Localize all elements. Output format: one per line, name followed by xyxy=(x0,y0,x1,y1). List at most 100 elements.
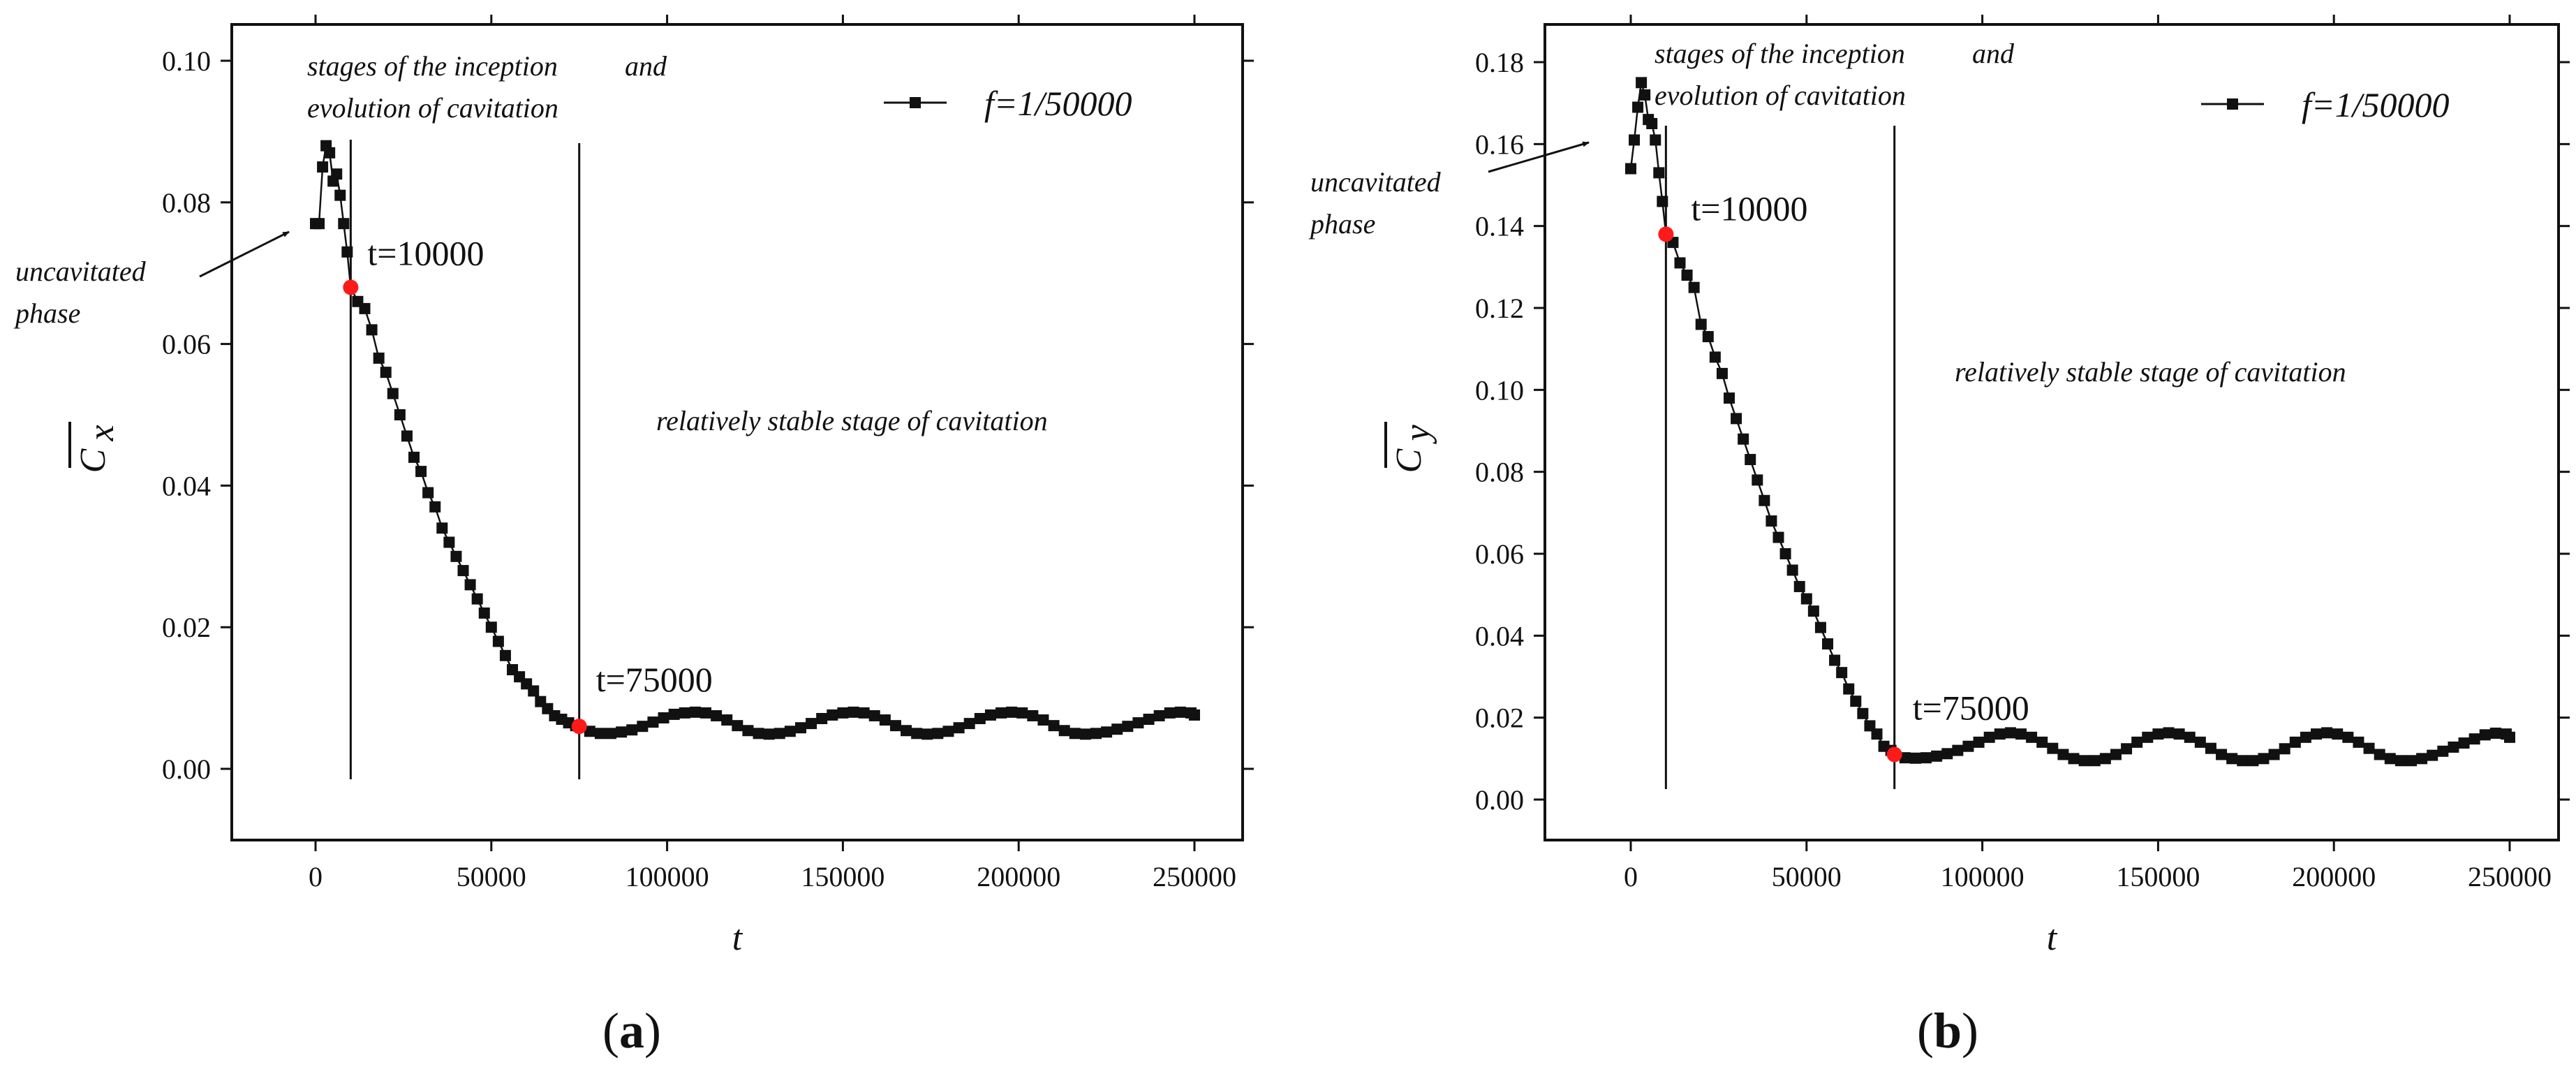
panel-a-data-point xyxy=(647,716,659,728)
panel-b-data-point xyxy=(2131,736,2143,748)
panel-a-data-point xyxy=(478,607,490,619)
panel-a-data-point xyxy=(464,579,476,591)
panel-b-data-point xyxy=(1636,77,1648,89)
panel-b-data-point xyxy=(2394,755,2406,767)
panel-b-legend: f=1/50000 xyxy=(2201,85,2450,124)
panel-a-data-point xyxy=(921,728,933,740)
panel-b-data-point xyxy=(2427,749,2438,761)
panel-a-data-point xyxy=(313,218,325,230)
panel-a-highlight-label: t=10000 xyxy=(367,233,484,272)
panel-a-data-point xyxy=(1006,706,1018,718)
panel-b-data-point xyxy=(2237,755,2249,767)
panel-a-data-point xyxy=(1132,717,1144,729)
panel-a-stage-lines xyxy=(349,140,581,779)
panel-a-stable-label: relatively stable stage of cavitation xyxy=(656,405,1048,436)
panel-b-y-symbol: C xyxy=(1389,448,1429,473)
panel-a-ytick-label: 0.04 xyxy=(162,470,211,501)
panel-b-data-point xyxy=(2247,755,2259,767)
panel-a-data-point xyxy=(637,721,649,733)
panel-a-data-point xyxy=(1027,709,1039,721)
panel-b-data-point xyxy=(2321,727,2333,739)
panel-b-data-point xyxy=(2405,755,2417,767)
panel-a-data-point xyxy=(711,709,723,721)
panel-b-uncav-line2: phase xyxy=(1308,208,1375,240)
panel-a-stages-line1: stages of the inception xyxy=(307,50,558,82)
panel-b-xtick-label: 100000 xyxy=(1941,861,2024,892)
panel-a-data-point xyxy=(1174,706,1186,718)
panel-b-data-point xyxy=(2258,753,2270,765)
panel-b-data-point xyxy=(1695,318,1707,330)
panel-b-data-point xyxy=(2332,728,2344,740)
panel-b-highlight-point xyxy=(1886,746,1902,763)
panel-a-data-point xyxy=(858,707,870,719)
panel-a-y-label: C x xyxy=(68,422,121,473)
panel-b-data-point xyxy=(1702,331,1714,343)
panel-b-y-subscript: y xyxy=(1398,425,1437,445)
panel-a-chart: 0.00 0.02 0.04 0.06 0.08 0.10 0 50000 100000 150… xyxy=(13,15,1254,1059)
panel-b-data-point xyxy=(1738,433,1749,445)
panel-a-data-point xyxy=(932,728,944,740)
panel-a-xtick-label: 50000 xyxy=(457,861,526,892)
panel-b-highlight-label: t=75000 xyxy=(1913,688,2029,727)
panel-a-data-point xyxy=(679,707,690,719)
panel-a-xtick-label: 150000 xyxy=(801,861,884,892)
panel-b-data-point xyxy=(2015,728,2027,740)
panel-b-data-point xyxy=(2448,741,2459,753)
panel-a-data-point xyxy=(359,302,371,314)
panel-b-uncav-line1: uncavitated xyxy=(1310,166,1442,198)
panel-a-data-point xyxy=(401,430,413,442)
panel-a-data-point xyxy=(721,714,733,726)
panel-a-data-point xyxy=(334,189,346,201)
panel-b-ytick-label: 0.02 xyxy=(1475,702,1524,734)
panel-b-data-point xyxy=(2268,749,2280,760)
panel-b-data-point xyxy=(2036,736,2048,748)
panel-b-data-point xyxy=(2279,743,2290,755)
panel-a-data-point xyxy=(1143,714,1155,726)
panel-b-data-point xyxy=(1850,696,1862,707)
panel-a-data-point xyxy=(879,714,891,726)
panel-b-data-point xyxy=(1709,351,1721,363)
panel-b-y-label: C y xyxy=(1384,422,1437,473)
panel-b-ytick-label: 0.16 xyxy=(1475,128,1524,160)
panel-b-data-point xyxy=(1629,134,1641,146)
panel-a-legend-marker xyxy=(910,97,921,108)
panel-a-ytick-label: 0.06 xyxy=(162,329,211,360)
panel-b-label: (b) xyxy=(1917,1003,1978,1059)
panel-b-data-point xyxy=(1793,580,1805,592)
panel-b-data-point xyxy=(2437,745,2449,757)
panel-a-data-point xyxy=(1090,728,1102,740)
panel-a-data-point xyxy=(373,352,385,364)
panel-a-data-point xyxy=(732,720,743,732)
panel-b-data-point xyxy=(2152,728,2164,740)
panel-a-data-point xyxy=(806,718,817,730)
panel-a-data-point xyxy=(658,712,669,723)
panel-b-data-point xyxy=(2353,736,2364,748)
panel-b-data-point xyxy=(1962,740,1974,752)
panel-b-data-point xyxy=(2216,749,2228,760)
panel-b-data-point xyxy=(1688,281,1700,293)
panel-b-chart: 0.00 0.02 0.04 0.06 0.08 0.10 0.12 0.14 0.16 0.18… xyxy=(1308,15,2570,1059)
panel-a-letter: a xyxy=(619,1003,644,1059)
panel-a-data-point xyxy=(974,713,986,725)
panel-b-data-point xyxy=(2099,753,2111,765)
panel-b-ytick-label: 0.18 xyxy=(1475,47,1524,78)
panel-a-highlights: t=10000 t=75000 xyxy=(343,233,713,735)
panel-a-y-symbol: C xyxy=(73,448,113,473)
panel-a-uncav-arrow xyxy=(199,230,290,278)
panel-b-xtick-label: 150000 xyxy=(2116,861,2200,892)
panel-b-data-point xyxy=(1807,605,1819,617)
panel-a-data-point xyxy=(1189,709,1200,721)
panel-b-frame xyxy=(1544,23,2560,841)
panel-b-letter: b xyxy=(1934,1003,1962,1059)
panel-a-data-point xyxy=(784,726,796,737)
panel-b-data-point xyxy=(1843,683,1855,695)
panel-b-data-point xyxy=(1952,744,1964,756)
panel-b-stages-line2: and xyxy=(1972,38,2015,69)
panel-b-data-point xyxy=(2121,743,2133,755)
panel-a-xtick-label: 0 xyxy=(309,861,323,892)
panel-a-xtick-label: 100000 xyxy=(626,861,709,892)
panel-a-data-point xyxy=(408,451,420,463)
panel-b-data-point xyxy=(1650,134,1661,146)
panel-b-highlights: t=10000 t=75000 xyxy=(1658,189,2029,763)
panel-a-data-point xyxy=(584,726,595,737)
